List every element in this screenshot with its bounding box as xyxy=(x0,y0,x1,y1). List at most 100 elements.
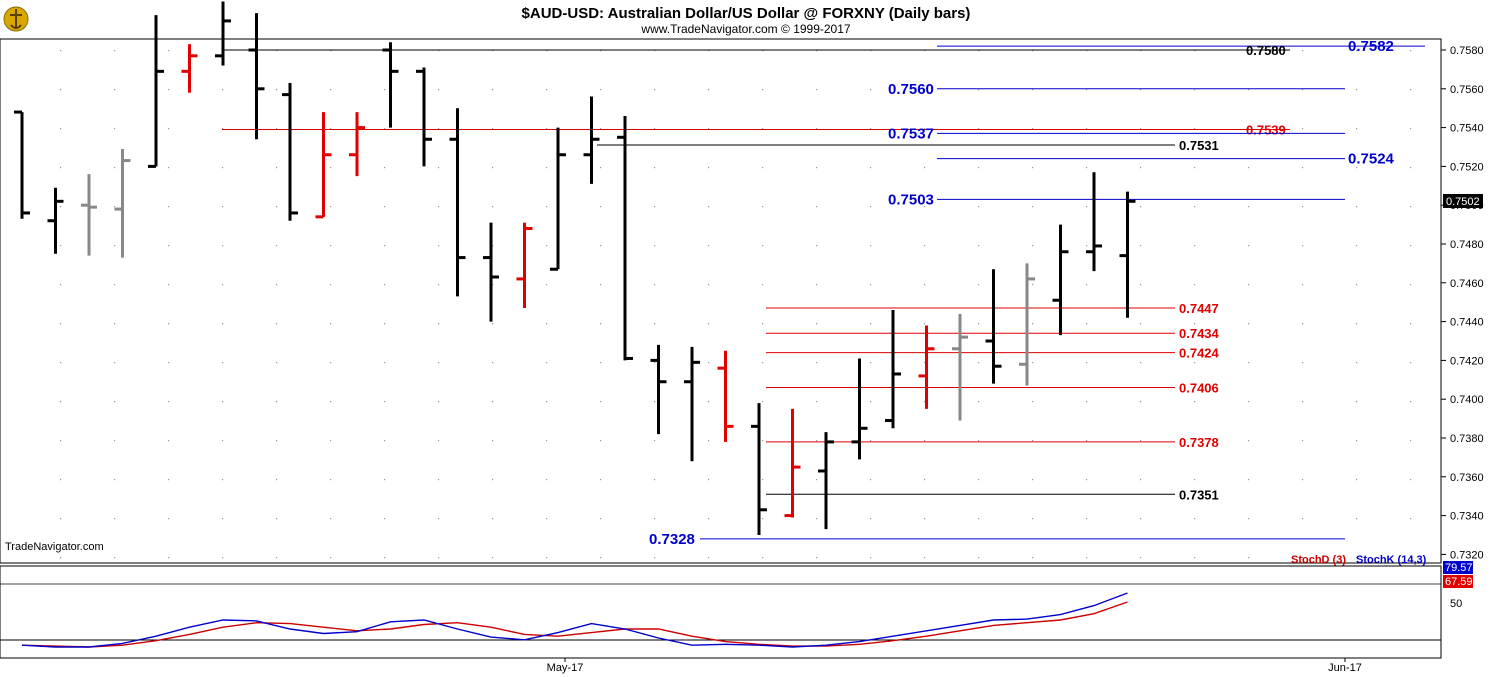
grid-dot xyxy=(600,518,602,520)
grid-dot xyxy=(924,518,926,520)
grid-dot xyxy=(708,128,710,130)
grid-dot xyxy=(600,50,602,52)
grid-dot xyxy=(330,206,332,208)
grid-dot xyxy=(978,440,980,442)
grid-dot xyxy=(816,557,818,559)
grid-dot xyxy=(600,323,602,325)
grid-dot xyxy=(114,440,116,442)
grid-dot xyxy=(816,167,818,169)
grid-dot xyxy=(1356,518,1358,520)
grid-dot xyxy=(762,167,764,169)
grid-dot xyxy=(1086,206,1088,208)
grid-dot xyxy=(924,362,926,364)
y-tick-label: 0.7380 xyxy=(1450,433,1484,445)
grid-dot xyxy=(1356,206,1358,208)
grid-dot xyxy=(330,89,332,91)
grid-dot xyxy=(1140,401,1142,403)
y-tick-label: 0.7540 xyxy=(1450,123,1484,135)
grid-dot xyxy=(222,89,224,91)
grid-dot xyxy=(1140,284,1142,286)
grid-dot xyxy=(222,440,224,442)
grid-dot xyxy=(438,440,440,442)
price-panel xyxy=(0,38,1442,564)
grid-dot xyxy=(1302,167,1304,169)
grid-dot xyxy=(654,284,656,286)
last-price-label: 0.7502 xyxy=(1446,196,1480,208)
grid-dot xyxy=(1032,401,1034,403)
grid-dot xyxy=(114,50,116,52)
grid-dot xyxy=(870,245,872,247)
grid-dot xyxy=(762,401,764,403)
grid-dot xyxy=(384,89,386,91)
grid-dot xyxy=(438,167,440,169)
grid-dot xyxy=(384,557,386,559)
chart-subtitle: www.TradeNavigator.com © 1999-2017 xyxy=(640,22,850,36)
grid-dot xyxy=(330,440,332,442)
grid-dot xyxy=(60,167,62,169)
grid-dot xyxy=(1194,557,1196,559)
grid-dot xyxy=(978,518,980,520)
grid-dot xyxy=(1032,518,1034,520)
grid-dot xyxy=(222,362,224,364)
grid-dot xyxy=(222,167,224,169)
grid-dot xyxy=(978,401,980,403)
grid-dot xyxy=(1302,206,1304,208)
grid-dot xyxy=(1086,323,1088,325)
grid-dot xyxy=(1248,167,1250,169)
grid-dot xyxy=(168,557,170,559)
grid-dot xyxy=(870,128,872,130)
y-tick-label: 0.7580 xyxy=(1450,45,1484,57)
grid-dot xyxy=(1356,323,1358,325)
grid-dot xyxy=(222,518,224,520)
grid-dot xyxy=(492,401,494,403)
grid-dot xyxy=(60,245,62,247)
grid-dot xyxy=(1086,401,1088,403)
grid-dot xyxy=(1140,362,1142,364)
grid-dot xyxy=(600,206,602,208)
y-tick-label: 0.7480 xyxy=(1450,239,1484,251)
grid-dot xyxy=(276,479,278,481)
grid-dot xyxy=(1194,401,1196,403)
grid-dot xyxy=(870,518,872,520)
y-tick-label: 0.7420 xyxy=(1450,355,1484,367)
grid-dot xyxy=(546,362,548,364)
grid-dot xyxy=(330,167,332,169)
grid-dot xyxy=(546,401,548,403)
grid-dot xyxy=(1032,557,1034,559)
grid-dot xyxy=(1032,440,1034,442)
grid-dot xyxy=(1302,284,1304,286)
grid-dot xyxy=(708,557,710,559)
grid-dot xyxy=(276,206,278,208)
grid-dot xyxy=(438,479,440,481)
grid-dot xyxy=(1140,518,1142,520)
grid-dot xyxy=(1086,362,1088,364)
grid-dot xyxy=(1140,479,1142,481)
level-label: 0.7537 xyxy=(888,125,934,142)
grid-dot xyxy=(762,284,764,286)
grid-dot xyxy=(1356,557,1358,559)
grid-dot xyxy=(60,128,62,130)
grid-dot xyxy=(276,50,278,52)
grid-dot xyxy=(978,557,980,559)
y-tick-label: 0.7320 xyxy=(1450,549,1484,561)
grid-dot xyxy=(1032,479,1034,481)
grid-dot xyxy=(870,557,872,559)
grid-dot xyxy=(492,440,494,442)
grid-dot xyxy=(1356,479,1358,481)
grid-dot xyxy=(438,284,440,286)
grid-dot xyxy=(222,401,224,403)
grid-dot xyxy=(492,557,494,559)
grid-dot xyxy=(1302,479,1304,481)
grid-dot xyxy=(546,245,548,247)
grid-dot xyxy=(816,89,818,91)
grid-dot xyxy=(816,50,818,52)
level-label: 0.7580 xyxy=(1246,43,1286,58)
grid-dot xyxy=(114,206,116,208)
grid-dot xyxy=(1410,362,1412,364)
grid-dot xyxy=(708,323,710,325)
grid-dot xyxy=(1410,206,1412,208)
grid-dot xyxy=(762,128,764,130)
grid-dot xyxy=(276,245,278,247)
grid-dot xyxy=(1356,362,1358,364)
